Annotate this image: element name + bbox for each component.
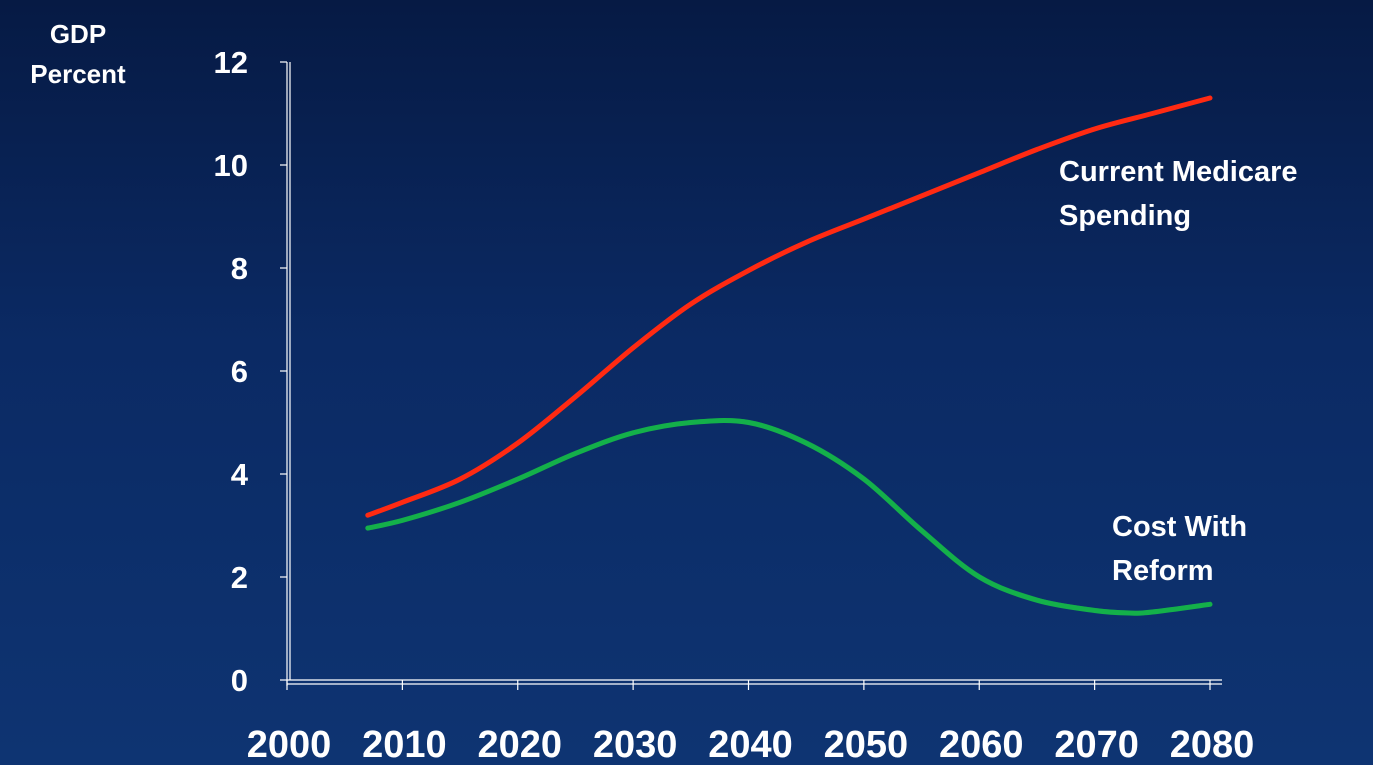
y-tick-label-12: 12	[214, 45, 248, 80]
series-label-current-medicare-line-2: Spending	[1059, 200, 1192, 232]
series-label-current-medicare: Current Medicare Spending	[1059, 150, 1298, 238]
y-tick-label-0: 0	[231, 663, 248, 698]
x-tick-label-2080: 2080	[1170, 724, 1255, 765]
x-tick-label-2040: 2040	[708, 724, 793, 765]
series-1-line	[365, 418, 1213, 616]
y-tick-label-10: 10	[214, 148, 248, 183]
series-0-line	[365, 95, 1213, 518]
series-1-line-edge	[368, 418, 1212, 612]
y-tick-label-8: 8	[231, 251, 248, 286]
series-label-cost-with-reform-line-2: Reform	[1112, 555, 1214, 587]
x-tick-label-2050: 2050	[824, 724, 909, 765]
x-tick-label-2020: 2020	[477, 724, 562, 765]
series-label-cost-with-reform: Cost With Reform	[1112, 505, 1247, 593]
y-axis-title: GDP Percent	[8, 14, 148, 94]
chart-axes: 0 2 4 6 8 10 12 2000 2010 2020 2030 2040 2050 2060 207…	[214, 45, 1255, 765]
y-tick-label-4: 4	[231, 457, 249, 492]
series-label-cost-with-reform-line-1: Cost With	[1112, 511, 1248, 543]
y-tick-label-6: 6	[231, 354, 248, 389]
y-tick-label-2: 2	[231, 560, 248, 595]
x-tick-label-2070: 2070	[1054, 724, 1139, 765]
chart-lines	[365, 95, 1213, 616]
x-tick-label-2010: 2010	[362, 724, 447, 765]
y-axis-title-line-1: GDP	[49, 19, 107, 49]
x-tick-label-2030: 2030	[593, 724, 678, 765]
y-axis-title-line-2: Percent	[30, 59, 126, 89]
x-tick-label-2000: 2000	[247, 724, 332, 765]
series-label-current-medicare-line-1: Current Medicare	[1059, 156, 1298, 188]
series-0-line-edge	[368, 95, 1212, 514]
x-tick-label-2060: 2060	[939, 724, 1024, 765]
